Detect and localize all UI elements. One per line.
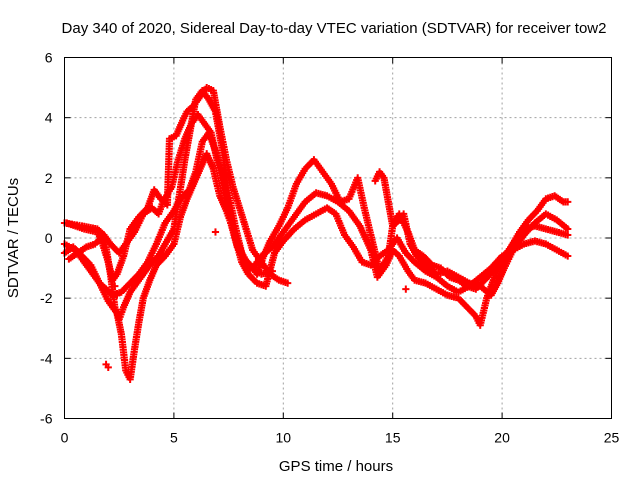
data-point-marker xyxy=(113,291,121,299)
y-tick-label: -4 xyxy=(40,350,53,366)
data-point-marker xyxy=(211,228,220,236)
x-tick-label: 15 xyxy=(385,430,401,446)
data-point-marker xyxy=(564,252,572,260)
data-point-marker xyxy=(111,282,119,290)
x-axis-label: GPS time / hours xyxy=(279,458,393,475)
series-isolated-points xyxy=(102,228,504,371)
data-point-marker xyxy=(402,285,410,293)
y-axis-label: SDTVAR / TECUs xyxy=(5,178,22,298)
plot-frame xyxy=(64,57,612,419)
y-tick-label: -6 xyxy=(40,411,53,427)
y-tick-label: 6 xyxy=(45,50,53,66)
grid-lines xyxy=(64,57,612,419)
axis-ticks: 0 5 10 15 20 25 -6 -4 -2 0 2 4 6 xyxy=(40,50,619,446)
x-tick-label: 5 xyxy=(170,430,178,446)
data-point-marker xyxy=(104,363,112,371)
data-marks xyxy=(60,83,572,383)
x-tick-label: 0 xyxy=(61,430,69,446)
y-tick-label: -2 xyxy=(40,290,53,306)
y-tick-label: 4 xyxy=(45,110,53,126)
y-tick-label: 2 xyxy=(45,170,53,186)
y-tick-label: 0 xyxy=(45,230,53,246)
data-point-marker xyxy=(284,279,292,287)
x-tick-label: 25 xyxy=(604,430,620,446)
data-point-marker xyxy=(564,198,572,206)
data-point-marker xyxy=(496,258,504,266)
x-tick-label: 20 xyxy=(494,430,510,446)
data-point-marker xyxy=(564,231,572,239)
series-track-6 xyxy=(63,83,292,287)
data-point-marker xyxy=(564,225,572,233)
chart-title: Day 340 of 2020, Sidereal Day-to-day VTE… xyxy=(62,20,607,37)
x-tick-label: 10 xyxy=(276,430,292,446)
series-track-5 xyxy=(371,168,572,293)
